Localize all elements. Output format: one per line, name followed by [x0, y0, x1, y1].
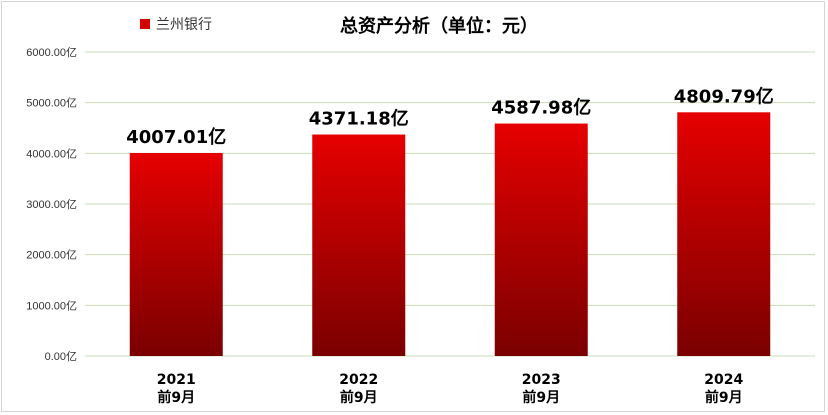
- y-tick-label: 6000.00亿: [26, 46, 77, 59]
- bar: [312, 134, 406, 356]
- x-tick-label-period: 前9月: [522, 389, 560, 406]
- data-label: 4007.01亿: [126, 126, 226, 148]
- x-tick-label-period: 前9月: [157, 389, 195, 406]
- legend: 兰州银行: [140, 14, 212, 34]
- data-label: 4587.98亿: [491, 97, 591, 119]
- legend-label: 兰州银行: [156, 17, 212, 33]
- data-label: 4371.18亿: [309, 108, 409, 130]
- chart-title: 总资产分析（单位：元）: [340, 16, 538, 37]
- bar: [677, 112, 771, 356]
- x-tick-label-year: 2021: [157, 372, 196, 388]
- bar: [129, 152, 223, 356]
- y-tick-label: 4000.00亿: [26, 147, 77, 160]
- y-tick-label: 0.00亿: [45, 350, 77, 363]
- y-tick-label: 1000.00亿: [26, 299, 77, 312]
- y-tick-label: 2000.00亿: [26, 249, 77, 262]
- bar: [494, 123, 588, 356]
- x-tick-label-year: 2022: [339, 372, 378, 388]
- x-tick-label-year: 2023: [522, 372, 561, 388]
- x-tick-label-period: 前9月: [340, 389, 378, 406]
- x-tick-label-period: 前9月: [705, 389, 743, 406]
- legend-swatch: [140, 19, 150, 29]
- x-tick-label-year: 2024: [704, 372, 743, 388]
- y-tick-label: 5000.00亿: [26, 97, 77, 110]
- data-label: 4809.79亿: [674, 85, 774, 107]
- y-tick-label: 3000.00亿: [26, 198, 77, 211]
